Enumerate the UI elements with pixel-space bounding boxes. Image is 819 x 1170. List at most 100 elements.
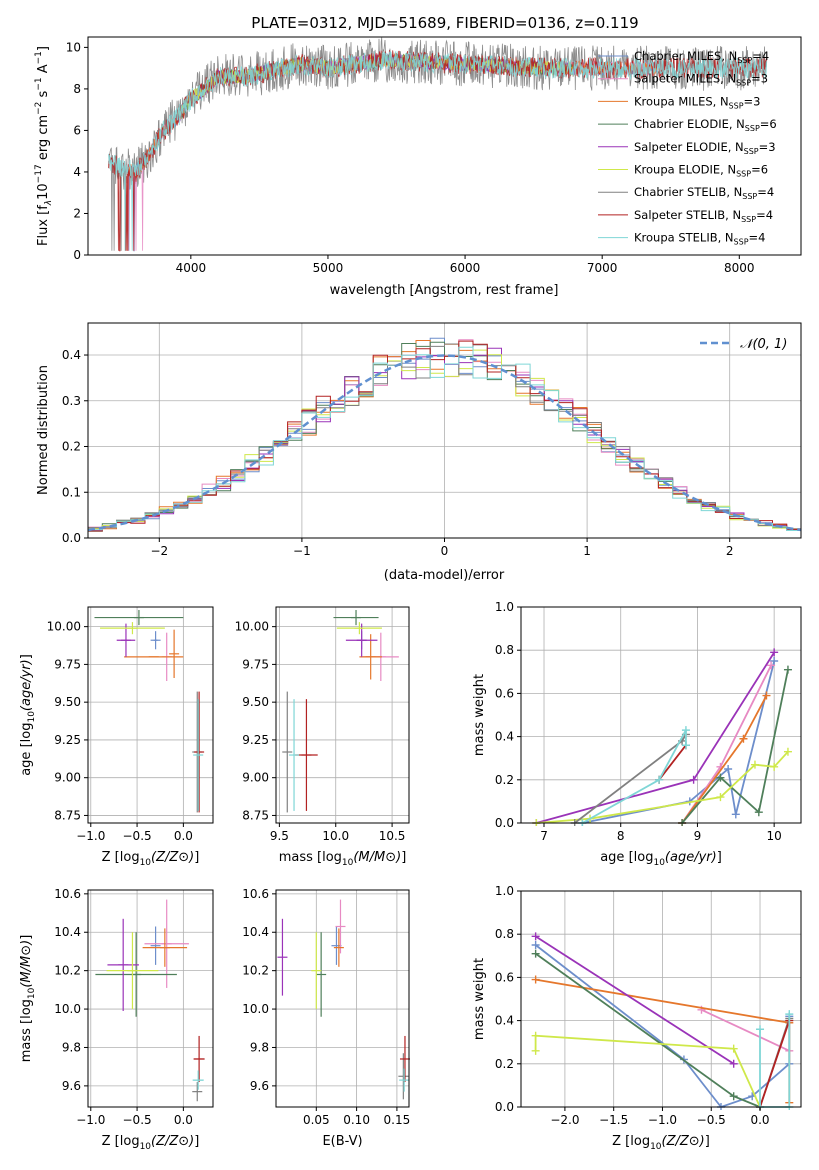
p6-x-tick-label: 0.05 [303, 1113, 330, 1127]
p5-y-tick-label: 9.6 [62, 1079, 81, 1093]
p6-y-tick-label: 10.2 [242, 964, 269, 978]
spectrum-y-tick-label: 10 [66, 40, 81, 54]
spectrum-y-tick-label: 0 [73, 248, 81, 262]
residual-x-tick-label: 1 [583, 544, 591, 558]
p3-x-tick-label: 10.0 [322, 829, 349, 843]
p7-plot-frame [520, 890, 802, 1108]
residual-legend: 𝒩(0, 1) [700, 337, 787, 352]
residual-y-tick-label: 0.0 [62, 531, 81, 545]
p4-x-tick-label: 7 [540, 829, 548, 843]
p4-x-tick-label: 10 [767, 829, 782, 843]
errorbar-kroupa-elodie [106, 932, 159, 1010]
p6-plot-frame [275, 889, 410, 1108]
legend-label-chabrier-elodie: Chabrier ELODIE, NSSP=6 [634, 117, 777, 133]
p7-y-tick-label: 0.4 [495, 1014, 514, 1028]
spectrum-series-chabrier-stelib [108, 37, 768, 251]
p7-y-tick-label: 0.0 [495, 1100, 514, 1114]
errorbar-chabrier-elodie [333, 610, 379, 626]
residual-y-tick-label: 0.2 [62, 440, 81, 454]
p6-y-tick-label: 10.6 [242, 887, 269, 901]
spectrum-y-tick-label: 4 [73, 165, 81, 179]
errorbar-salpeter-elodie [345, 623, 378, 657]
x-axis-label: age [log10(age/yr)] [600, 850, 722, 868]
weight-series-chabrier-elodie [531, 949, 765, 1110]
errorbar-chabrier-elodie [94, 610, 184, 626]
p5-y-tick-label: 10.4 [54, 925, 81, 939]
spectrum-series-kroupa-stelib [108, 51, 768, 251]
spectrum-legend: Chabrier MILES, NSSP=4 Salpeter MILES, NS… [598, 49, 777, 247]
p7-x-tick-label: −1.0 [648, 1113, 677, 1127]
spectrum-x-tick-label: 5000 [313, 261, 344, 275]
residual-x-tick-label: 2 [726, 544, 734, 558]
p7-x-tick-label: −1.5 [599, 1113, 628, 1127]
p6-y-tick-label: 10.4 [242, 925, 269, 939]
y-axis-label: mass [log10(M/M⊙)] [19, 935, 37, 1063]
normal-legend-label: 𝒩(0, 1) [740, 337, 787, 352]
errorbar-kroupa-elodie [311, 932, 322, 1010]
errorbar-salpeter-elodie [277, 918, 288, 996]
p3-y-tick-label: 8.75 [242, 808, 269, 822]
errorbar-chabrier-miles [150, 926, 161, 965]
p6-x-tick-label: 0.10 [343, 1113, 370, 1127]
x-axis-label: E(B-V) [322, 1134, 362, 1149]
p3-y-tick-label: 10.00 [235, 620, 269, 634]
p4-y-tick-label: 0.6 [495, 686, 514, 700]
spectrum-y-tick-label: 2 [73, 206, 81, 220]
errorbar-salpeter-miles [335, 899, 346, 954]
p4-y-tick-label: 1.0 [495, 600, 514, 614]
residual-histogram-kroupa-stelib [88, 346, 801, 534]
weight-series-kroupa-elodie [532, 747, 792, 826]
p2-x-tick-label: −0.5 [123, 829, 152, 843]
spectrum-x-tick-label: 7000 [587, 261, 618, 275]
errorbar-kroupa-miles [142, 928, 188, 967]
p2-x-tick-label: −1.0 [76, 829, 105, 843]
residual-x-tick-label: −2 [150, 544, 168, 558]
errorbar-salpeter-elodie [116, 623, 136, 657]
p2-y-tick-label: 8.75 [54, 808, 81, 822]
residual-y-axis-label: Normed distribution [36, 365, 51, 495]
errorbar-salpeter-miles [144, 899, 189, 988]
errorbar-chabrier-stelib [192, 1082, 203, 1102]
legend-label-kroupa-miles: Kroupa MILES, NSSP=3 [634, 94, 760, 110]
p2-y-tick-label: 10.00 [47, 620, 81, 634]
normal-curve [87, 354, 802, 532]
age-vs-metallicity-panel: −1.0 −0.5 0.0 8.75 9.00 9.25 9.50 9.75 10.00 Z [l… [19, 606, 214, 868]
p2-y-tick-label: 9.00 [54, 771, 81, 785]
legend-label-kroupa-elodie: Kroupa ELODIE, NSSP=6 [634, 163, 768, 179]
p2-plot-frame [87, 606, 214, 824]
p5-plot-frame [87, 889, 214, 1108]
y-axis-label: age [log10(age/yr)] [19, 654, 37, 776]
errorbar-kroupa-miles [333, 928, 344, 967]
mass-weight-vs-age-panel: 7 8 9 10 0.0 0.2 0.4 0.6 0.8 1.0 age [log10(age/yr… [472, 600, 802, 868]
p5-x-tick-label: −0.5 [123, 1113, 152, 1127]
p6-y-tick-label: 10.0 [242, 1002, 269, 1016]
p7-x-tick-label: 0.0 [750, 1113, 769, 1127]
weight-series-kroupa-elodie [531, 1031, 765, 1110]
errorbar-kroupa-elodie [100, 622, 165, 635]
errorbar-chabrier-stelib [398, 1053, 409, 1100]
p5-y-tick-label: 10.6 [54, 887, 81, 901]
errorbar-salpeter-stelib [399, 1035, 410, 1083]
p6-x-tick-label: 0.15 [384, 1113, 411, 1127]
p5-y-tick-label: 10.2 [54, 964, 81, 978]
p7-y-tick-label: 0.8 [495, 927, 514, 941]
p3-x-tick-label: 10.5 [379, 829, 406, 843]
residual-x-tick-label: −1 [293, 544, 311, 558]
p7-x-tick-label: −2.0 [550, 1113, 579, 1127]
errorbar-chabrier-miles [331, 926, 342, 965]
p5-y-tick-label: 9.8 [62, 1040, 81, 1054]
errorbar-kroupa-elodie [336, 622, 382, 635]
p4-y-tick-label: 0.0 [495, 816, 514, 830]
p6-y-tick-label: 9.8 [250, 1040, 269, 1054]
legend-label-salpeter-stelib: Salpeter STELIB, NSSP=4 [634, 208, 773, 224]
spectrum-plot-frame [87, 36, 802, 256]
x-axis-label: Z [log10(Z/Z⊙)] [102, 1134, 200, 1152]
residual-y-tick-label: 0.1 [62, 485, 81, 499]
p2-y-tick-label: 9.75 [54, 657, 81, 671]
p7-x-tick-label: −0.5 [697, 1113, 726, 1127]
p4-y-tick-label: 0.2 [495, 773, 514, 787]
residual-x-axis-label: (data-model)/error [384, 568, 505, 583]
errorbar-kroupa-stelib [399, 1068, 410, 1092]
legend-label-chabrier-miles: Chabrier MILES, NSSP=4 [634, 49, 769, 65]
